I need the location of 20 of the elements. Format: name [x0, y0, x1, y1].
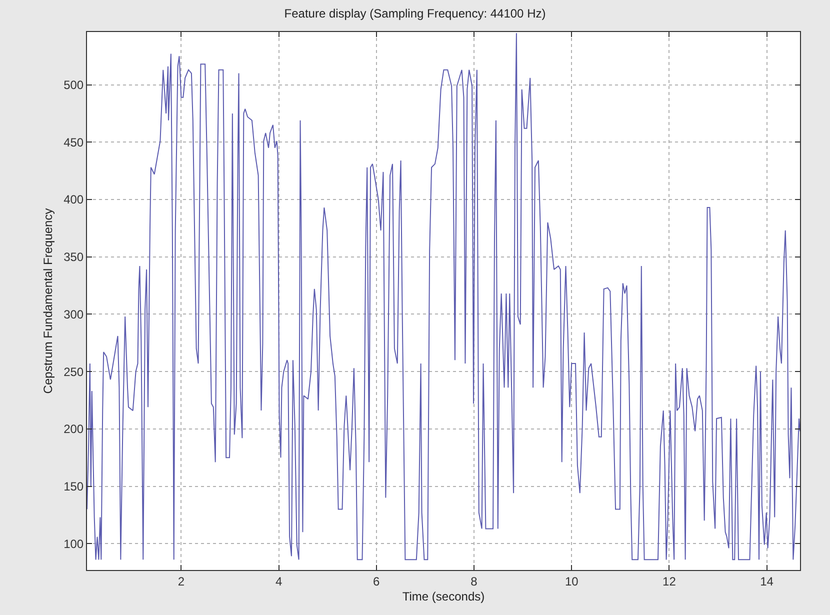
x-tick-label: 10: [564, 574, 579, 588]
x-tick-label: 14: [760, 574, 774, 588]
x-tick-label: 2: [178, 574, 185, 588]
y-tick-label: 400: [64, 192, 84, 207]
x-axis-title: Time (seconds): [402, 589, 485, 604]
x-tick-label: 12: [662, 574, 676, 588]
x-tick-label: 8: [470, 574, 478, 588]
y-tick-label: 300: [64, 307, 84, 322]
line-series: [87, 32, 800, 560]
y-tick-label: 500: [64, 78, 84, 92]
y-tick-label: 100: [64, 536, 84, 551]
y-tick-label: 350: [64, 250, 84, 264]
x-tick-label: 4: [275, 574, 282, 588]
y-tick-label: 250: [64, 364, 84, 379]
y-tick-label: 150: [64, 479, 84, 494]
chart-title: Feature display (Sampling Frequency: 44100 Hz): [284, 6, 546, 21]
x-tick-label: 6: [373, 574, 380, 588]
y-axis-title: Cepstrum Fundamental Frequency: [40, 208, 55, 394]
y-tick-label: 450: [64, 135, 84, 150]
y-tick-label: 200: [64, 422, 84, 436]
